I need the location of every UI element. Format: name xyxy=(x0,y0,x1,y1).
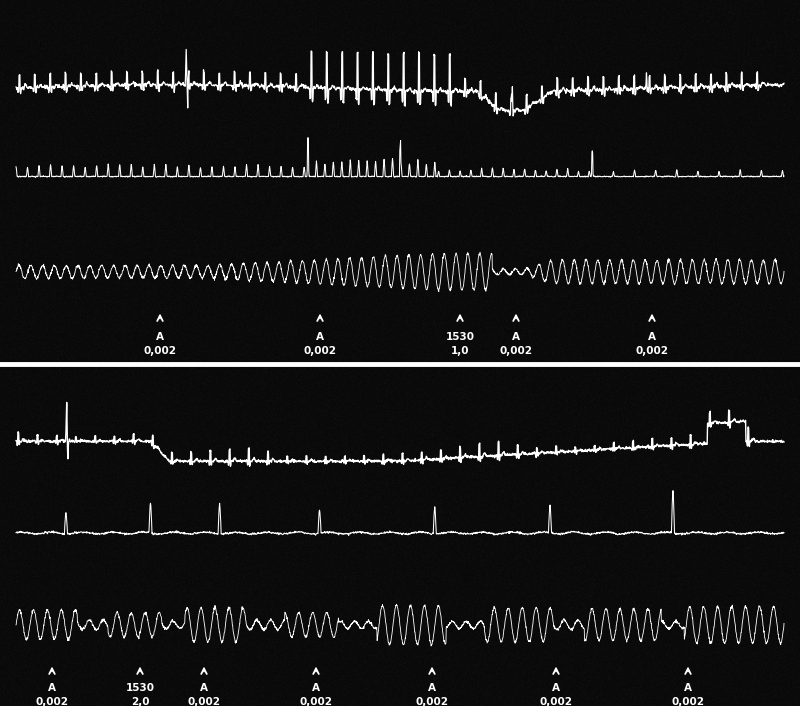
Text: A: A xyxy=(316,332,324,342)
Text: 0,002: 0,002 xyxy=(415,697,449,706)
Text: A: A xyxy=(684,683,692,693)
Text: A: A xyxy=(552,683,560,693)
Text: A: A xyxy=(428,683,436,693)
Text: 0,002: 0,002 xyxy=(539,697,573,706)
Text: 0,002: 0,002 xyxy=(635,346,669,356)
Text: 1530: 1530 xyxy=(126,683,154,693)
Text: A: A xyxy=(48,683,56,693)
Text: 1,0: 1,0 xyxy=(450,346,470,356)
Text: A: A xyxy=(200,683,208,693)
Text: 0,002: 0,002 xyxy=(299,697,333,706)
Text: 0,002: 0,002 xyxy=(303,346,337,356)
Text: A: A xyxy=(648,332,656,342)
Text: 1530: 1530 xyxy=(446,332,474,342)
Text: 0,002: 0,002 xyxy=(187,697,221,706)
Text: 2,0: 2,0 xyxy=(130,697,150,706)
Text: 0,002: 0,002 xyxy=(499,346,533,356)
Text: A: A xyxy=(312,683,320,693)
Text: 0,002: 0,002 xyxy=(143,346,177,356)
Text: 0,002: 0,002 xyxy=(671,697,705,706)
Text: 0,002: 0,002 xyxy=(35,697,69,706)
Text: A: A xyxy=(156,332,164,342)
Text: A: A xyxy=(512,332,520,342)
